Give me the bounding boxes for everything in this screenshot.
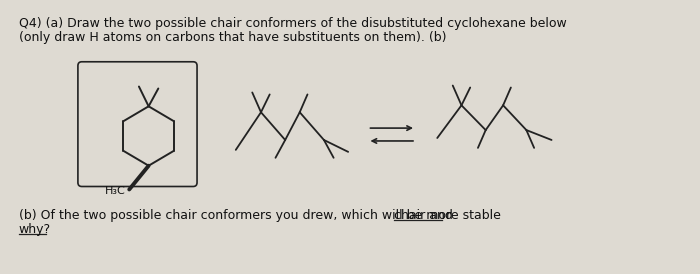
- Text: H₃C: H₃C: [104, 186, 125, 196]
- Text: why?: why?: [19, 223, 51, 236]
- Text: Q4) (a) Draw the two possible chair conformers of the disubstituted cyclohexane : Q4) (a) Draw the two possible chair conf…: [19, 17, 566, 30]
- Text: chair and: chair and: [393, 209, 452, 222]
- Text: (b) Of the two possible chair conformers you drew, which will be more stable: (b) Of the two possible chair conformers…: [19, 209, 505, 222]
- Text: (only draw H atoms on carbons that have substituents on them). (b): (only draw H atoms on carbons that have …: [19, 31, 447, 44]
